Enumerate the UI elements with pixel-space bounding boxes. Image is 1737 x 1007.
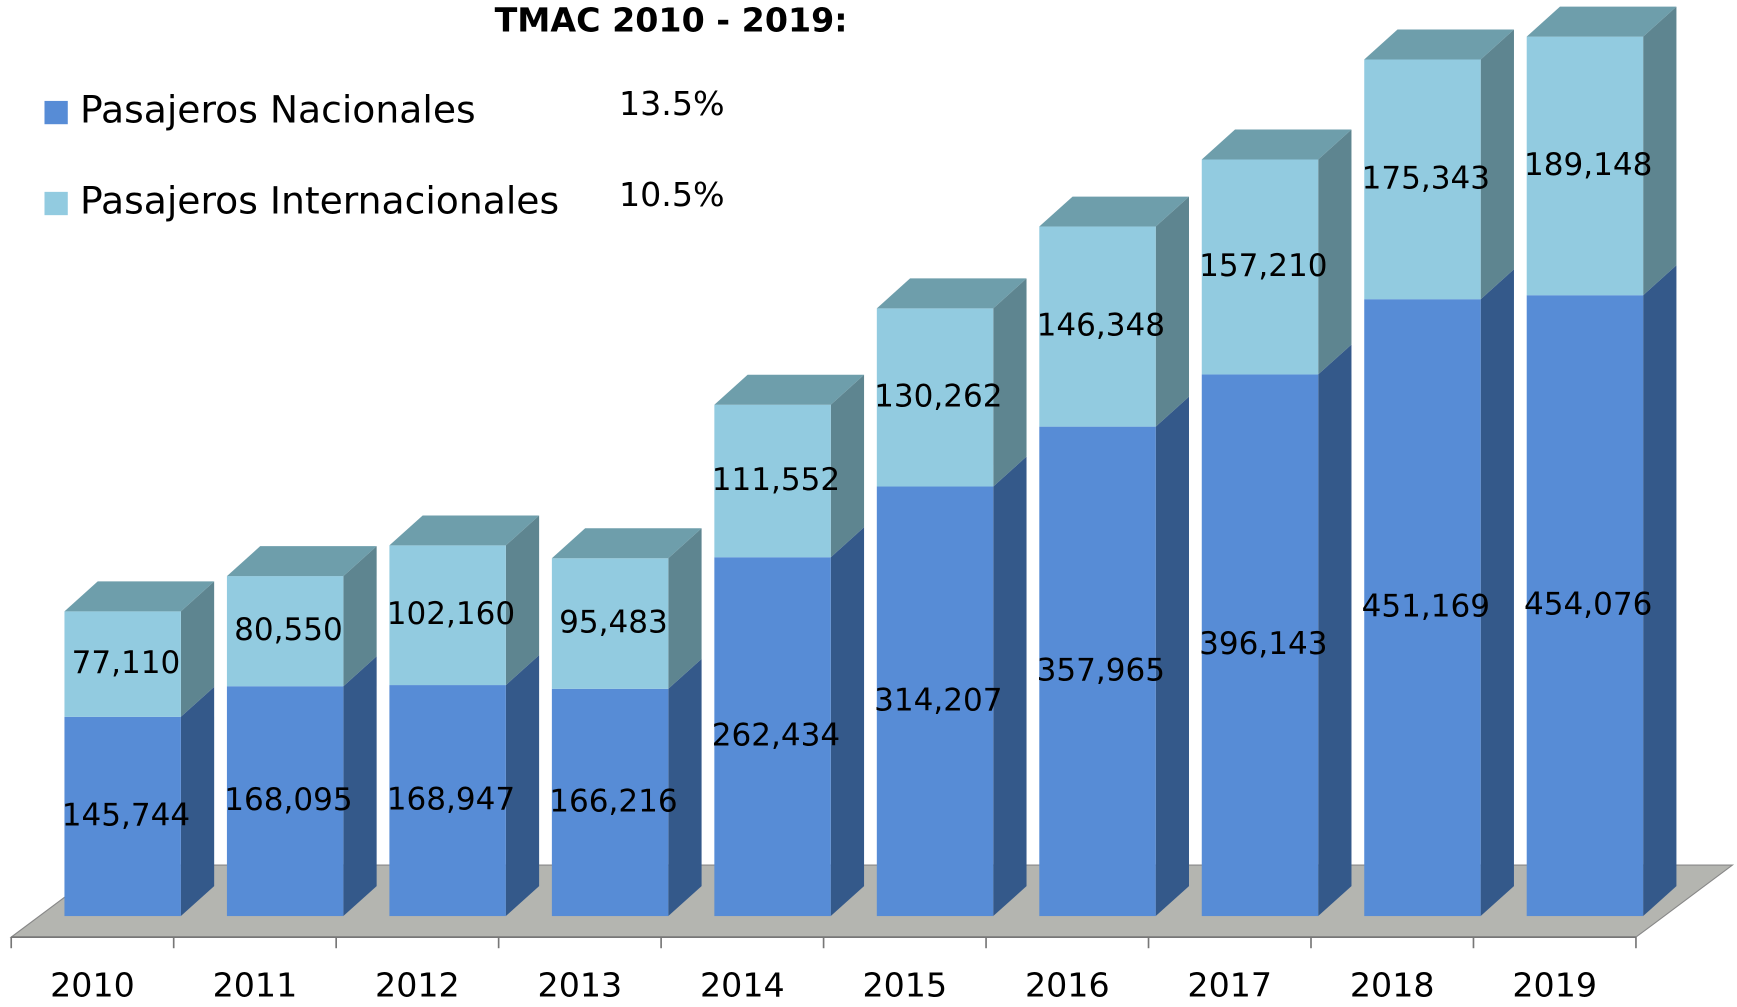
legend-rate: 13.5% bbox=[619, 84, 725, 123]
bar-side bbox=[993, 278, 1027, 487]
bar-top bbox=[1526, 6, 1677, 37]
bar bbox=[64, 611, 181, 717]
bar-side bbox=[1480, 269, 1514, 917]
bar-side bbox=[668, 528, 702, 689]
bar-side bbox=[1643, 265, 1677, 917]
bar-side bbox=[505, 655, 540, 917]
bar bbox=[226, 576, 344, 687]
data-label: 175,343 bbox=[1362, 160, 1490, 196]
bar bbox=[64, 716, 181, 917]
legend-label: Pasajeros Nacionales bbox=[80, 88, 476, 132]
legend-swatch bbox=[44, 100, 68, 125]
bar bbox=[1364, 299, 1481, 917]
bar bbox=[1526, 36, 1644, 296]
bar bbox=[1201, 374, 1319, 917]
data-label: 157,210 bbox=[1199, 248, 1327, 284]
bar bbox=[1364, 59, 1481, 300]
x-tick-label: 2015 bbox=[862, 966, 947, 1005]
x-tick-label: 2010 bbox=[50, 966, 135, 1005]
bar-top bbox=[1039, 196, 1190, 227]
data-label: 95,483 bbox=[559, 605, 668, 641]
data-label: 168,947 bbox=[387, 782, 515, 818]
bar bbox=[389, 545, 506, 686]
bar-side bbox=[1318, 344, 1352, 917]
chart-title: TMAC 2010 - 2019: bbox=[495, 1, 848, 40]
bar bbox=[1201, 159, 1319, 375]
bar-side bbox=[343, 656, 377, 917]
bar bbox=[876, 308, 994, 487]
legend-rate: 10.5% bbox=[619, 175, 725, 214]
bar-side bbox=[668, 658, 702, 917]
bar bbox=[389, 685, 506, 917]
bar-top bbox=[226, 546, 377, 577]
data-label: 454,076 bbox=[1524, 587, 1652, 623]
bar-top bbox=[1201, 129, 1352, 160]
bar bbox=[714, 557, 831, 917]
data-label: 396,143 bbox=[1199, 626, 1327, 662]
data-label: 130,262 bbox=[874, 378, 1002, 414]
x-tick-label: 2011 bbox=[213, 966, 298, 1005]
bar-side bbox=[1318, 129, 1352, 375]
x-tick-label: 2013 bbox=[538, 966, 623, 1005]
x-tick-label: 2014 bbox=[700, 966, 785, 1005]
data-label: 80,550 bbox=[234, 612, 343, 648]
bar-side bbox=[180, 581, 215, 717]
bar-side bbox=[343, 546, 377, 687]
bar-side bbox=[1643, 6, 1677, 296]
data-label: 189,148 bbox=[1524, 147, 1652, 183]
bar-side bbox=[1155, 396, 1190, 917]
bar-side bbox=[830, 527, 865, 917]
x-tick-label: 2017 bbox=[1187, 966, 1272, 1005]
data-label: 262,434 bbox=[712, 718, 840, 754]
data-label: 111,552 bbox=[712, 462, 840, 498]
x-tick-label: 2016 bbox=[1025, 966, 1110, 1005]
data-label: 146,348 bbox=[1037, 308, 1165, 344]
data-label: 102,160 bbox=[387, 596, 515, 632]
bar-top bbox=[551, 528, 702, 559]
bar-side bbox=[830, 374, 865, 558]
bar-top bbox=[389, 515, 540, 546]
bar-side bbox=[505, 515, 540, 686]
data-label: 168,095 bbox=[224, 782, 352, 818]
bar bbox=[714, 404, 831, 558]
x-tick-label: 2019 bbox=[1512, 966, 1597, 1005]
bar-top bbox=[876, 278, 1027, 309]
x-tick-label: 2012 bbox=[375, 966, 460, 1005]
data-label: 451,169 bbox=[1362, 589, 1490, 625]
bar bbox=[551, 688, 669, 917]
data-label: 166,216 bbox=[549, 783, 677, 819]
x-tick-label: 2018 bbox=[1350, 966, 1435, 1005]
bar bbox=[876, 486, 994, 917]
bar-side bbox=[1155, 196, 1190, 427]
data-label: 77,110 bbox=[72, 645, 181, 681]
bar-top bbox=[714, 374, 865, 405]
data-label: 314,207 bbox=[874, 682, 1002, 718]
data-label: 357,965 bbox=[1037, 652, 1165, 688]
bar-side bbox=[180, 686, 215, 917]
bar bbox=[226, 686, 344, 917]
legend-swatch bbox=[44, 191, 68, 216]
bar bbox=[1526, 295, 1644, 917]
bar bbox=[551, 558, 669, 689]
bar-side bbox=[1480, 29, 1514, 300]
bar bbox=[1039, 226, 1156, 427]
bar bbox=[1039, 426, 1156, 917]
bar-top bbox=[1364, 29, 1514, 60]
bar-side bbox=[993, 456, 1027, 917]
legend-label: Pasajeros Internacionales bbox=[80, 178, 559, 222]
bar-top bbox=[64, 581, 215, 612]
data-label: 145,744 bbox=[62, 797, 190, 833]
